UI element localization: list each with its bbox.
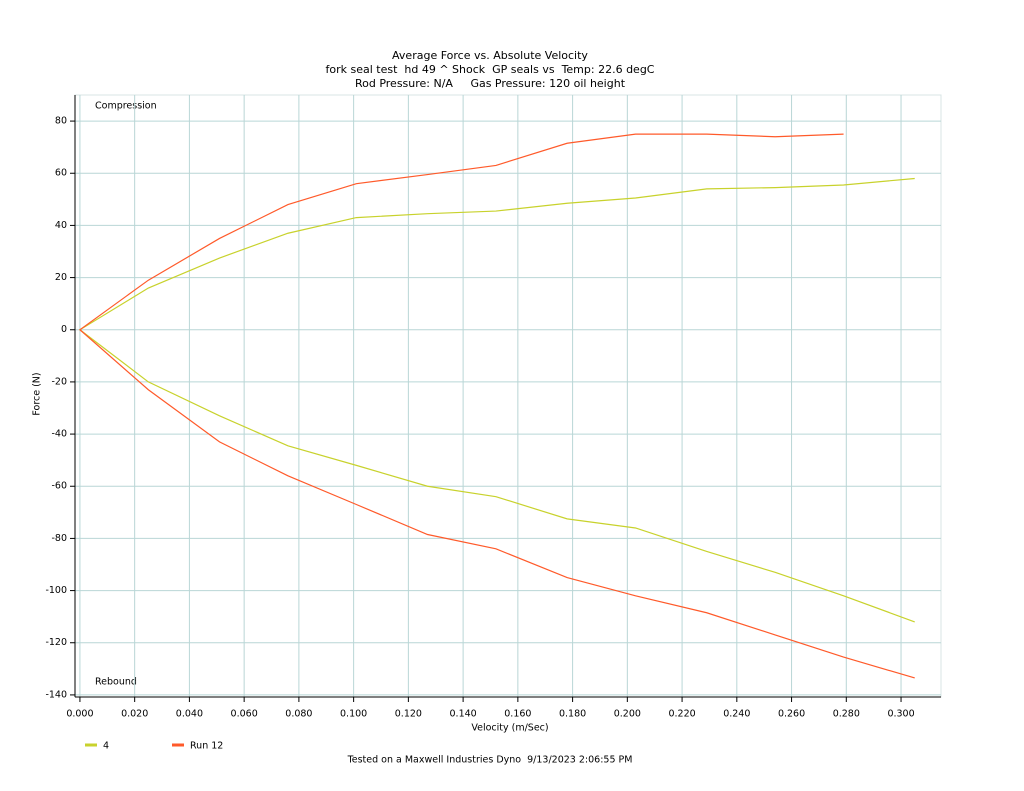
x-tick-label: 0.040 [176, 709, 203, 720]
series-line [78, 177, 915, 623]
x-tick-label: 0.280 [833, 709, 860, 720]
y-tick-label: 60 [55, 168, 67, 179]
y-axis-label: Force (N) [32, 372, 43, 415]
annotation: Compression [95, 101, 157, 112]
y-tick-label: -80 [51, 533, 67, 544]
y-tick-label: 20 [55, 272, 67, 283]
plot-area [74, 94, 942, 698]
y-tick-label: 0 [61, 324, 67, 335]
footer: Tested on a Maxwell Industries Dyno 9/13… [347, 755, 633, 766]
x-tick-label: 0.240 [723, 709, 750, 720]
x-tick-label: 0.100 [340, 709, 367, 720]
legend-label: 4 [103, 741, 109, 752]
x-tick-label: 0.000 [66, 709, 93, 720]
y-tick-label: 80 [55, 116, 67, 127]
chart-subtitle: fork seal test hd 49 ^ Shock GP seals vs… [326, 63, 655, 76]
chart-title: Average Force vs. Absolute Velocity [392, 49, 588, 62]
x-tick-label: 0.300 [887, 709, 914, 720]
x-tick-label: 0.260 [778, 709, 805, 720]
y-tick-label: 40 [55, 220, 67, 231]
y-tick-label: -40 [51, 429, 67, 440]
y-tick-label: -140 [45, 689, 67, 700]
y-tick-label: -100 [45, 585, 67, 596]
x-tick-label: 0.140 [450, 709, 477, 720]
x-tick-label: 0.160 [504, 709, 531, 720]
x-tick-label: 0.200 [614, 709, 641, 720]
x-axis-label: Velocity (m/Sec) [471, 723, 548, 734]
series-line [78, 133, 915, 679]
x-tick-label: 0.020 [121, 709, 148, 720]
y-tick-label: -20 [51, 376, 67, 387]
x-tick-label: 0.220 [668, 709, 695, 720]
x-tick-label: 0.080 [285, 709, 312, 720]
x-tick-label: 0.180 [559, 709, 586, 720]
x-tick-label: 0.120 [395, 709, 422, 720]
chart-subtitle: Rod Pressure: N/A Gas Pressure: 120 oil … [355, 77, 626, 90]
y-tick-label: -60 [51, 481, 67, 492]
annotation: Rebound [95, 677, 137, 688]
legend-label: Run 12 [190, 741, 223, 752]
y-tick-label: -120 [45, 637, 67, 648]
x-tick-label: 0.060 [231, 709, 258, 720]
